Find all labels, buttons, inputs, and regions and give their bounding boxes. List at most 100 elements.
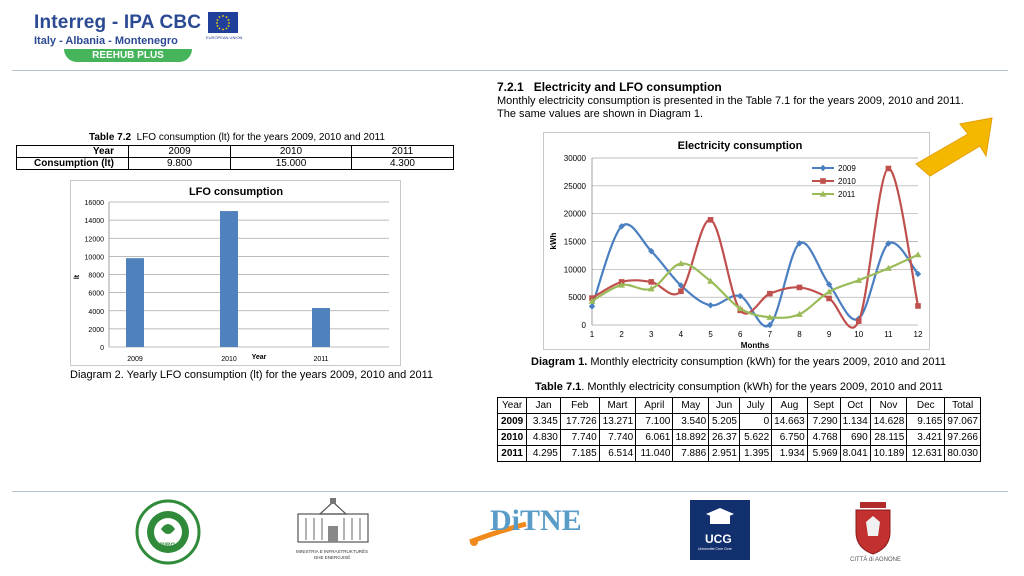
table-cell: 4.768 xyxy=(806,429,841,446)
table-cell: Sept xyxy=(806,397,841,414)
y-tick-label: 5000 xyxy=(568,293,586,302)
table-cell: 26.37 xyxy=(708,429,740,446)
table-row: Year 2009 2010 2011 xyxy=(16,145,455,158)
ditne-logo: DiTNE xyxy=(466,502,594,560)
table-cell: Feb xyxy=(559,397,600,414)
data-point xyxy=(820,178,826,184)
agnone-logo: CITTÀ di AGNONE xyxy=(848,498,901,566)
series-line xyxy=(591,167,920,329)
table-row: 2011 4.295 7.185 6.514 11.040 7.886 2.951 1.395… xyxy=(496,445,981,462)
intro-line-1: Monthly electricity consumption is prese… xyxy=(497,95,964,107)
electricity-table-caption-label: Table 7.1 xyxy=(535,381,582,393)
table-row: Consumption (lt) 9.800 15.000 4.300 xyxy=(16,157,455,170)
table-cell: 7.740 xyxy=(559,429,600,446)
table-cell: Year xyxy=(16,145,129,158)
section-title: Electricity and LFO consumption xyxy=(533,80,722,94)
table-cell: 7.886 xyxy=(672,445,710,462)
table-cell: 4.830 xyxy=(526,429,561,446)
table-cell: 2009 xyxy=(127,145,232,158)
table-cell: 11.040 xyxy=(635,445,674,462)
ucg-label: UCG xyxy=(705,532,732,546)
table-cell: 7.100 xyxy=(635,413,674,430)
x-tick-label: 3 xyxy=(649,330,654,339)
x-tick-label: 11 xyxy=(884,330,893,339)
y-tick-label: 14000 xyxy=(85,218,105,225)
logo-subtitle: Italy - Albania - Montenegro xyxy=(34,35,178,47)
table-cell: 6.750 xyxy=(771,429,808,446)
footer-divider xyxy=(12,491,1008,492)
electricity-table-caption-text: . Monthly electricity consumption (kWh) … xyxy=(581,381,944,393)
y-tick-label: 10000 xyxy=(85,254,105,261)
lfo-chart: LFO consumption 0 2000 4000 6000 8000 10000 120… xyxy=(70,180,401,366)
table-cell: 2.951 xyxy=(708,445,740,462)
bar xyxy=(126,258,144,347)
table-cell: 1.134 xyxy=(839,413,871,430)
data-point xyxy=(796,284,803,291)
table-cell: 13.271 xyxy=(598,413,637,430)
x-tick-label: 6 xyxy=(738,330,743,339)
table-cell: 1.934 xyxy=(771,445,808,462)
y-tick-label: 10000 xyxy=(564,265,587,274)
x-tick-label: 2 xyxy=(619,330,624,339)
table-cell: 17.726 xyxy=(559,413,600,430)
data-point xyxy=(766,321,774,329)
data-point xyxy=(588,297,596,304)
project-badge: REEHUB PLUS xyxy=(64,49,192,62)
table-cell: Nov xyxy=(869,397,908,414)
table-cell: 3.421 xyxy=(906,429,946,446)
section-number: 7.2.1 xyxy=(497,80,524,94)
bar xyxy=(312,308,330,347)
intro-line-2: The same values are shown in Diagram 1. xyxy=(497,108,704,120)
lfo-table: Year 2009 2010 2011 Consumption (lt) 9.8… xyxy=(16,145,455,170)
x-tick-label: 9 xyxy=(827,330,832,339)
table-cell: 28.115 xyxy=(869,429,908,446)
table-cell: 3.345 xyxy=(526,413,561,430)
data-point xyxy=(914,251,922,258)
data-point xyxy=(915,303,921,309)
electricity-chart: Electricity consumption 0 5000 10000 15000 20… xyxy=(543,132,930,350)
x-tick-label: 1 xyxy=(590,330,595,339)
x-tick-label: 12 xyxy=(914,330,923,339)
ucg-subtitle: Univerzitet Crne Gore xyxy=(698,547,732,551)
table-cell: Mart xyxy=(598,397,637,414)
table-cell: 690 xyxy=(839,429,871,446)
y-tick-label: 15000 xyxy=(564,238,587,247)
table-cell: 6.061 xyxy=(635,429,674,446)
y-tick-label: 0 xyxy=(100,345,104,352)
x-tick-label: 2010 xyxy=(221,356,237,363)
data-point xyxy=(707,217,714,223)
y-tick-label: 0 xyxy=(582,321,587,330)
table-cell: 2010 xyxy=(230,145,352,158)
electricity-table: Year Jan Feb Mart April May Jun July Aug Sept Oct N… xyxy=(496,397,981,462)
y-tick-label: 12000 xyxy=(85,236,105,243)
x-tick-label: 2011 xyxy=(313,356,328,363)
data-point xyxy=(707,302,714,309)
legend-label: 2010 xyxy=(838,177,856,186)
table-cell: 7.185 xyxy=(559,445,600,462)
data-point xyxy=(826,295,832,302)
biro-logo: BIRO xyxy=(135,499,201,565)
data-point xyxy=(678,288,684,295)
attention-arrow-icon xyxy=(915,117,993,177)
y-axis-label: lt xyxy=(74,274,81,279)
data-point xyxy=(766,313,774,320)
eu-flag-icon xyxy=(208,12,238,33)
y-tick-label: 6000 xyxy=(88,291,104,298)
table-row: 2009 3.345 17.726 13.271 7.100 3.540 5.205 0 14.… xyxy=(496,413,981,430)
table-cell: May xyxy=(672,397,710,414)
data-point xyxy=(819,164,827,172)
table-cell: 15.000 xyxy=(230,157,352,170)
table-cell: Dec xyxy=(906,397,946,414)
interreg-logo: Interreg - IPA CBC Italy - Albania - Mon… xyxy=(30,10,245,62)
data-point xyxy=(855,276,863,283)
y-tick-label: 30000 xyxy=(564,154,587,163)
series-line xyxy=(591,253,919,319)
table-cell: Jun xyxy=(708,397,740,414)
table-cell: 12.631 xyxy=(906,445,946,462)
legend-label: 2011 xyxy=(838,190,856,199)
data-point xyxy=(677,260,685,267)
table-cell: 5.205 xyxy=(708,413,740,430)
lfo-table-caption: Table 7.2 LFO consumption (lt) for the y… xyxy=(89,132,385,143)
table-cell: Consumption (lt) xyxy=(16,157,129,170)
x-tick-label: 7 xyxy=(768,330,773,339)
